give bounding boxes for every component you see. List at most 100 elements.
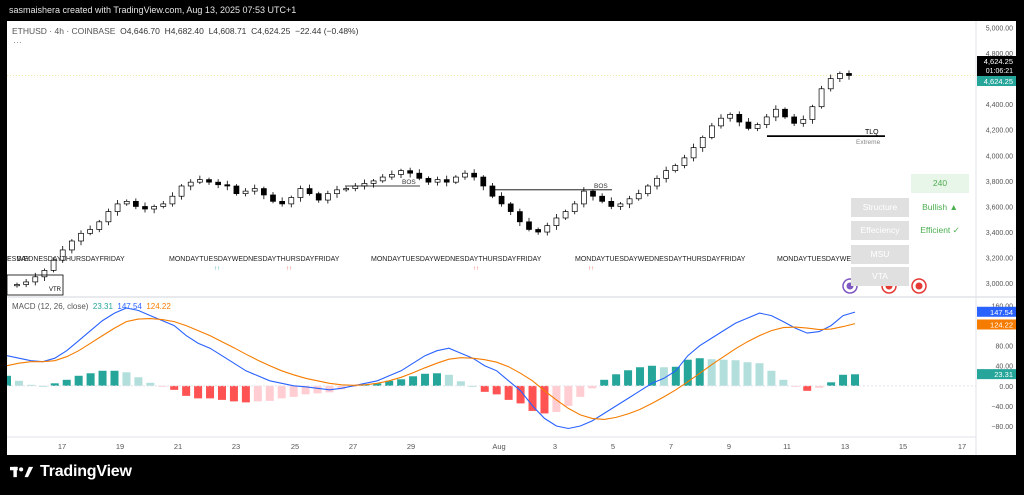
candle-body: [96, 221, 103, 230]
candle-body: [544, 225, 551, 233]
candle-body: [590, 190, 596, 197]
vtr-box: [7, 274, 64, 296]
signal-tag: 124.22: [990, 320, 1013, 329]
candle-body: [425, 177, 432, 183]
macd-hist-bar: [671, 366, 680, 386]
chart-canvas[interactable]: 5,000.004,800.004,600.004,400.004,200.00…: [7, 21, 1016, 455]
macd-axis-tick: −80.00: [991, 424, 1013, 431]
day-labels-1: MONDAYTUESDAYWEDNESDAYTHURSDAYFRIDAY: [169, 256, 340, 263]
macd-hist-bar: [791, 385, 800, 387]
macd-hist-bar: [134, 377, 143, 386]
candle-body: [279, 200, 285, 205]
macd-hist-bar: [731, 360, 740, 386]
macd-hist-bar: [659, 367, 668, 386]
macd-hist-bar: [253, 385, 262, 402]
last-price-tag-bg: [977, 56, 1016, 76]
candle-body: [837, 73, 843, 79]
candle-body: [727, 114, 733, 119]
candle-body: [151, 206, 157, 210]
candle-body: [571, 203, 578, 212]
candle-body: [791, 116, 797, 124]
macd-hist-bar: [588, 385, 597, 389]
candle-body: [462, 172, 468, 178]
candle-body: [224, 184, 231, 187]
timeframe-value: 240: [911, 174, 969, 193]
day-marker: ↑↑: [588, 266, 594, 272]
time-axis-tick: 17: [58, 442, 66, 451]
time-axis-tick: 13: [841, 442, 849, 451]
macd-hist-bar: [444, 374, 453, 386]
macd-hist-bar: [432, 373, 441, 386]
hist-tag: 23.31: [994, 370, 1013, 379]
macd-hist-bar: [612, 374, 621, 386]
candle-body: [434, 179, 441, 183]
chart-area[interactable]: 5,000.004,800.004,600.004,400.004,200.00…: [7, 21, 1016, 455]
change-value: −22.44 (−0.48%): [295, 26, 359, 36]
time-axis-tick: 11: [783, 442, 791, 451]
macd-hist-bar: [110, 370, 119, 386]
candle-body: [251, 188, 258, 192]
candle-body: [782, 108, 788, 118]
macd-line: [7, 307, 856, 430]
vtr-label: VTR: [49, 287, 62, 293]
candle-body: [105, 211, 112, 223]
table-label-structure: Structure: [851, 198, 909, 217]
last-price-tag2-bg: [977, 76, 1016, 86]
time-axis-tick: 7: [669, 442, 673, 451]
macd-hist-bar: [241, 385, 250, 403]
candle-body: [645, 185, 651, 195]
macd-hist-bar: [516, 385, 525, 404]
candle-body: [315, 193, 322, 201]
bos-label-2: BOS: [594, 183, 608, 190]
macd-axis-tick: −40.00: [991, 404, 1013, 411]
day-marker: ↑↑: [286, 266, 292, 272]
candle-body: [197, 179, 203, 183]
low-value: L4,608.71: [208, 26, 247, 36]
day-label-prefix: ESDAY: [7, 256, 31, 263]
candle-body: [370, 180, 377, 184]
time-axis-tick: 19: [116, 442, 124, 451]
macd-hist-bar: [743, 362, 752, 386]
macd-hist-bar: [7, 375, 11, 386]
macd-axis-tick: 80.00: [995, 344, 1013, 351]
candle-body: [178, 185, 185, 197]
macd-hist-bar: [600, 379, 609, 386]
candle-body: [123, 200, 130, 205]
macd-hist-bar: [74, 375, 83, 386]
macd-hist-bar: [647, 365, 656, 386]
candle-body: [389, 174, 395, 178]
symbol-name[interactable]: ETHUSD · 4h · COINBASE: [12, 26, 116, 36]
day-labels-4: MONDAYTUESDAYWEDNESDAY: [777, 256, 885, 263]
candle-body: [32, 276, 39, 283]
candle-body: [809, 106, 816, 120]
day-marker: ↑↑: [214, 266, 220, 272]
candle-body: [818, 88, 825, 108]
more-options-icon[interactable]: ···: [13, 37, 22, 47]
price-axis-tick: 3,200.00: [986, 256, 1013, 263]
candle-body: [745, 121, 752, 129]
macd-hist-bar: [170, 385, 179, 390]
candle-body: [398, 170, 404, 175]
macd-tag: 147.54: [990, 308, 1013, 317]
macd-hist-bar: [504, 385, 513, 400]
time-axis-tick: 17: [958, 442, 966, 451]
macd-hist-bar: [779, 379, 788, 386]
macd-hist-bar: [839, 374, 848, 386]
candle-body: [379, 176, 386, 182]
candle-body: [507, 203, 514, 212]
macd-hist-bar: [456, 381, 465, 386]
candle-body: [215, 181, 221, 186]
candle-body: [754, 124, 761, 129]
candle-body: [169, 195, 176, 205]
last-price-tag2: 4,624.25: [984, 77, 1013, 86]
candle-body: [206, 179, 212, 183]
candle-body: [270, 194, 276, 202]
time-axis-tick: Aug: [492, 442, 505, 451]
macd-legend-name[interactable]: MACD (12, 26, close): [12, 302, 89, 311]
event-icon-dot: [915, 282, 923, 290]
time-axis-tick: 27: [349, 442, 357, 451]
candle-body: [581, 190, 587, 205]
chart-attribution: sasmaishera created with TradingView.com…: [9, 5, 297, 15]
candle-body: [87, 229, 93, 234]
brand-name: TradingView: [40, 463, 132, 480]
